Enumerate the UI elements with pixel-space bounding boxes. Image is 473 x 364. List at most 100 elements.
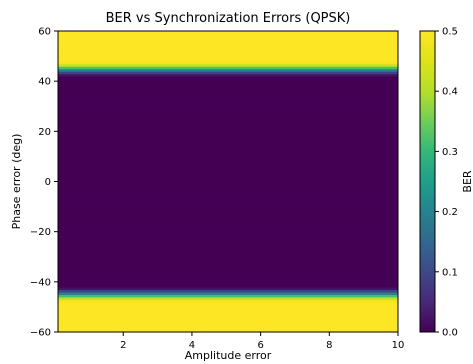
colorbar-ticks: 0.0 0.1 0.2 0.3 0.4 0.5 (435, 27, 458, 339)
heatmap-cell (58, 231, 398, 235)
heatmap-cell (58, 51, 398, 55)
heatmap-cell (58, 189, 398, 193)
heatmap-cell (58, 259, 398, 263)
heatmap-cell (58, 113, 398, 117)
heatmap-cell (58, 31, 398, 35)
heatmap-cell (58, 329, 398, 333)
heatmap-cell (58, 178, 398, 183)
heatmap-cell (58, 324, 398, 328)
heatmap-cell (58, 296, 398, 300)
heatmap-cell (58, 219, 398, 223)
y-tick-label: −20 (30, 227, 51, 238)
colorbar-tick-label: 0.3 (442, 147, 458, 158)
y-tick-label: 60 (38, 27, 51, 38)
heatmap-cell (58, 166, 398, 170)
heatmap-cell (58, 319, 398, 323)
heatmap-cell (58, 48, 398, 52)
heatmap-cell (58, 316, 398, 321)
heatmap-cell (58, 56, 398, 60)
heatmap-cell (58, 123, 398, 127)
x-tick-label: 2 (120, 340, 126, 351)
heatmap-cell (58, 136, 398, 140)
y-tick-label: 20 (38, 127, 51, 138)
chart-title: BER vs Synchronization Errors (QPSK) (106, 11, 351, 26)
y-tick-label: 0 (45, 177, 51, 188)
heatmap-cell (58, 196, 398, 200)
colorbar-tick-label: 0.4 (442, 87, 458, 98)
heatmap-cell (58, 41, 398, 45)
heatmap-cell (58, 98, 398, 102)
heatmap-cell (58, 96, 398, 100)
heatmap-cell (58, 279, 398, 283)
colorbar (419, 30, 436, 333)
colorbar-tick-label: 0.1 (442, 267, 458, 278)
x-tick-label: 8 (326, 340, 332, 351)
heatmap-cell (58, 201, 398, 205)
heatmap-cell (58, 43, 398, 47)
colorbar-tick-label: 0.5 (442, 27, 458, 38)
heatmap-cell (58, 194, 398, 198)
heatmap-cell (58, 61, 398, 65)
heatmap-cell (58, 251, 398, 255)
heatmap-cell (58, 311, 398, 316)
heatmap-cell (58, 269, 398, 273)
y-axis-ticks: −60 −40 −20 0 20 40 60 (30, 27, 58, 339)
heatmap-cell (58, 289, 398, 293)
heatmap-cell (58, 261, 398, 265)
heatmap-cell (58, 291, 398, 295)
heatmap-cells (58, 31, 398, 333)
heatmap-cell (58, 101, 398, 105)
heatmap-cell (58, 276, 398, 280)
heatmap-cell (58, 244, 398, 248)
heatmap-cell (58, 286, 398, 290)
heatmap-cell (58, 103, 398, 107)
heatmap-cell (58, 191, 398, 195)
heatmap-cell (58, 326, 398, 331)
heatmap-cell (58, 138, 398, 142)
x-tick-label: 10 (392, 340, 405, 351)
heatmap-cell (58, 161, 398, 165)
heatmap-cell (58, 211, 398, 215)
heatmap-cell (58, 239, 398, 243)
heatmap-cell (58, 63, 398, 67)
heatmap-cell (58, 71, 398, 75)
heatmap-cell (58, 256, 398, 260)
heatmap-cell (58, 91, 398, 95)
heatmap-cell (58, 68, 398, 72)
heatmap-cell (58, 241, 398, 245)
colorbar-label: BER (461, 170, 473, 192)
heatmap-cell (58, 156, 398, 160)
heatmap-cell (58, 106, 398, 110)
heatmap-cell (58, 234, 398, 238)
heatmap-cell (58, 73, 398, 77)
y-axis-label: Phase error (deg) (10, 134, 23, 230)
heatmap-cell (58, 36, 398, 40)
heatmap-cell (58, 116, 398, 120)
heatmap-cell (58, 76, 398, 80)
heatmap-cell (58, 128, 398, 132)
heatmap-cell (58, 246, 398, 250)
heatmap-cell (58, 254, 398, 258)
heatmap-cell (58, 186, 398, 190)
heatmap-cell (58, 108, 398, 112)
x-axis-label: Amplitude error (185, 349, 272, 362)
colorbar-tick-label: 0.2 (442, 207, 458, 218)
heatmap-cell (58, 206, 398, 210)
heatmap-cell (58, 309, 398, 313)
heatmap-cell (58, 266, 398, 270)
heatmap-cell (58, 173, 398, 178)
heatmap-cell (58, 148, 398, 152)
heatmap-cell (58, 181, 398, 185)
heatmap-cell (58, 151, 398, 155)
heatmap-cell (58, 264, 398, 268)
heatmap-cell (58, 78, 398, 82)
heatmap-cell (58, 236, 398, 240)
heatmap-cell (58, 81, 398, 85)
heatmap-cell (58, 226, 398, 230)
heatmap-cell (58, 131, 398, 135)
heatmap-cell (58, 118, 398, 122)
heatmap-cell (58, 146, 398, 150)
heatmap-cell (58, 301, 398, 306)
heatmap-cell (58, 176, 398, 180)
x-tick-label: 6 (257, 340, 263, 351)
